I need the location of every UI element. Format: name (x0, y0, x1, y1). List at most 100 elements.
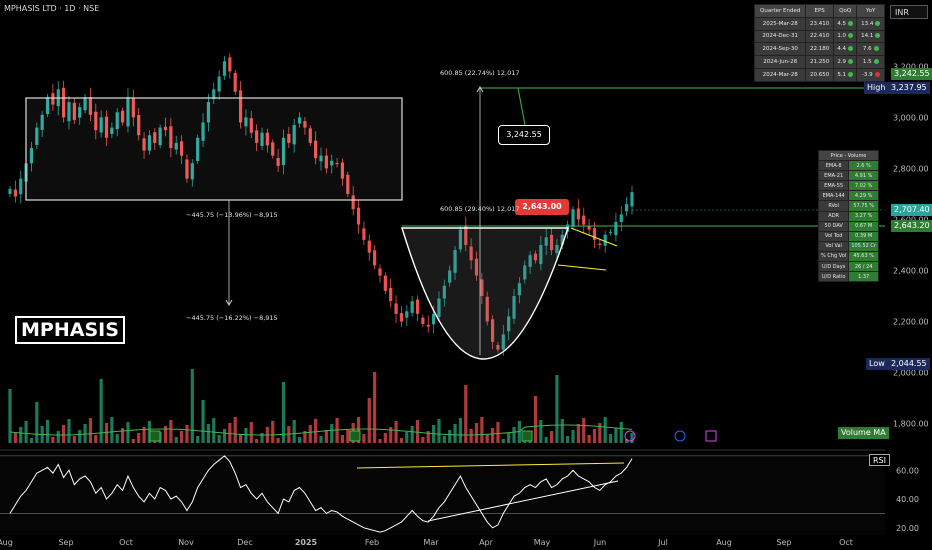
volume-bar (169, 420, 173, 443)
volume-bar (571, 430, 575, 443)
volume-bar (147, 421, 152, 443)
price-tick-label: 2,800.00 (893, 164, 929, 173)
candle-body (121, 110, 125, 123)
candle-body (13, 189, 17, 197)
volume-ma-tag: Volume MA (838, 427, 889, 439)
candle-body (287, 133, 291, 143)
candle-body (19, 178, 23, 195)
volume-bar (442, 436, 446, 443)
low-price-tag: 2,044.55 (888, 358, 930, 370)
volume-bar (308, 425, 312, 443)
volume-bar (45, 420, 50, 443)
earnings-upcoming-icon (705, 430, 717, 442)
low-label: Low (866, 358, 888, 370)
candle-body (582, 215, 586, 225)
pv-row: RVol 57.75 % (817, 200, 879, 212)
volume-bar (271, 421, 275, 443)
candle-body (437, 298, 441, 317)
yoy-dot-icon (873, 46, 879, 52)
volume-bar (104, 423, 109, 443)
volume-bar (501, 439, 505, 443)
candle-body (399, 313, 404, 322)
volume-bar (469, 429, 473, 443)
candle-body (212, 89, 216, 100)
volume-bar (485, 434, 489, 443)
volume-bar (335, 418, 339, 443)
candle-body (330, 160, 334, 166)
volume-bar (206, 424, 210, 443)
candle-body (196, 137, 200, 162)
box-drop-label-1: −445.75 (−13.96%) −8,915 (186, 211, 278, 219)
time-tick-label: Jun (593, 538, 607, 547)
volume-bar (196, 436, 200, 443)
volume-bar (260, 433, 264, 443)
candle-body (560, 234, 564, 245)
time-tick-label: Apr (479, 538, 494, 547)
candle-body (292, 125, 296, 145)
candle-body (217, 76, 221, 92)
candle-body (104, 116, 109, 138)
col-quarter: Quarter Ended (753, 4, 807, 18)
price-tick-label: 2,600.00 (893, 215, 929, 224)
volume-bar (115, 434, 119, 443)
candle-body (62, 87, 66, 118)
time-tick-label: 2025 (295, 538, 318, 547)
candle-body (496, 344, 500, 350)
time-tick-label: Dec (237, 538, 252, 547)
pv-label: ADR (817, 210, 850, 222)
candle-body (147, 135, 152, 151)
target-measure-label: 600.85 (22.74%) 12,017 (440, 69, 520, 77)
volume-bar (437, 419, 441, 443)
candle-body (474, 258, 479, 276)
candle-body (592, 228, 597, 240)
candle-body (410, 301, 414, 313)
candle-body (614, 222, 618, 236)
candle-body (378, 268, 382, 276)
currency-selector[interactable]: INR (890, 5, 928, 19)
volume-bar (238, 434, 243, 443)
cup-measure-label: 600.85 (29.40%) 12,017 (440, 205, 520, 213)
rsi-support-line (427, 480, 619, 522)
volume-bar (51, 437, 55, 443)
candle-body (190, 163, 194, 180)
candle-body (185, 159, 189, 179)
candle-body (464, 225, 468, 245)
volume-bar (496, 422, 500, 443)
volume-bar (276, 438, 280, 443)
candle-body (571, 209, 575, 227)
candle-body (297, 117, 302, 124)
candle-body (137, 115, 141, 136)
qoq-cell: 2.9 (832, 55, 858, 69)
volume-bar (592, 429, 597, 443)
candle-body (40, 114, 44, 130)
quarter-row: 2024-Mar-28 20.650 5.1 -3.9 (753, 67, 885, 82)
pv-value: 45.63 % (848, 250, 879, 263)
breakout-price-tag: 2,643.20 (891, 220, 932, 232)
candle-body (244, 117, 248, 127)
candle-body (512, 296, 516, 319)
volume-bar (464, 385, 468, 443)
time-tick-label: Oct (839, 538, 853, 547)
pv-row: ADR 3.27 % (817, 210, 879, 222)
symbol-title[interactable]: MPHASIS LTD · 1D · NSE (4, 4, 100, 13)
pv-value: 0.67 M (848, 220, 879, 232)
volume-bar (292, 420, 296, 443)
price-tick-label: 2,000.00 (893, 369, 929, 378)
pv-value: 1.37 (848, 271, 879, 283)
pv-label: EMA-144 (817, 190, 850, 202)
pv-label: EMA-55 (817, 180, 850, 192)
volume-bar (448, 430, 452, 443)
pv-label: U/D Ratio (817, 271, 850, 283)
qoq-dot-icon (848, 46, 854, 52)
col-qoq: QoQ (832, 4, 858, 18)
pv-value: 0.39 M (848, 230, 879, 242)
volume-bar (233, 417, 237, 443)
yoy-cell: 1.5 (856, 55, 885, 69)
candle-body (362, 228, 366, 240)
box-drop-label-2: −445.75 (−16.22%) −8,915 (186, 314, 278, 322)
volume-bar (179, 431, 184, 443)
candle-body (501, 334, 505, 350)
volume-bar (603, 417, 607, 443)
price-tick-label: 2,400.00 (893, 266, 929, 275)
